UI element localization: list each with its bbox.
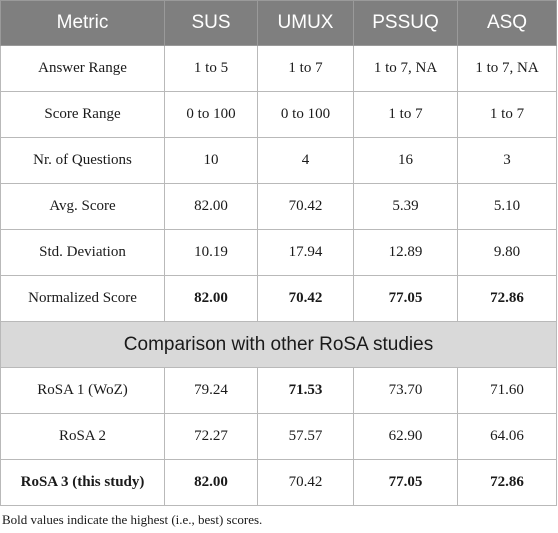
cell-asq: 71.60 (457, 367, 557, 414)
table-row: Std. Deviation 10.19 17.94 12.89 9.80 (0, 229, 557, 276)
cell-umux: 71.53 (257, 367, 354, 414)
cell-umux: 17.94 (257, 229, 354, 276)
table-row: RoSA 3 (this study) 82.00 70.42 77.05 72.86 (0, 459, 557, 506)
cell-umux: 1 to 7 (257, 45, 354, 92)
cell-umux: 0 to 100 (257, 91, 354, 138)
metric-label: Std. Deviation (0, 229, 165, 276)
cell-sus: 0 to 100 (164, 91, 258, 138)
cell-sus: 10.19 (164, 229, 258, 276)
table-row: RoSA 2 72.27 57.57 62.90 64.06 (0, 413, 557, 460)
header-row: Metric SUS UMUX PSSUQ ASQ (0, 0, 557, 46)
cell-pssuq: 77.05 (353, 275, 458, 322)
cell-pssuq: 16 (353, 137, 458, 184)
cell-asq: 64.06 (457, 413, 557, 460)
cell-asq: 5.10 (457, 183, 557, 230)
cell-sus: 82.00 (164, 275, 258, 322)
metric-label: Nr. of Questions (0, 137, 165, 184)
cell-pssuq: 1 to 7, NA (353, 45, 458, 92)
cell-pssuq: 73.70 (353, 367, 458, 414)
cell-sus: 10 (164, 137, 258, 184)
metric-label: RoSA 2 (0, 413, 165, 460)
metric-label: Avg. Score (0, 183, 165, 230)
table-row: Normalized Score 82.00 70.42 77.05 72.86 (0, 275, 557, 322)
cell-asq: 72.86 (457, 275, 557, 322)
metric-label: RoSA 3 (this study) (0, 459, 165, 506)
cell-pssuq: 5.39 (353, 183, 458, 230)
header-umux: UMUX (257, 0, 354, 46)
header-sus: SUS (164, 0, 258, 46)
table-row: RoSA 1 (WoZ) 79.24 71.53 73.70 71.60 (0, 367, 557, 414)
usability-metrics-table: Metric SUS UMUX PSSUQ ASQ Answer Range 1 … (0, 0, 557, 506)
metric-label: RoSA 1 (WoZ) (0, 367, 165, 414)
metric-label: Score Range (0, 91, 165, 138)
table-row: Nr. of Questions 10 4 16 3 (0, 137, 557, 184)
cell-asq: 1 to 7 (457, 91, 557, 138)
cell-umux: 70.42 (257, 459, 354, 506)
cell-sus: 79.24 (164, 367, 258, 414)
cell-umux: 57.57 (257, 413, 354, 460)
cell-pssuq: 62.90 (353, 413, 458, 460)
cell-asq: 9.80 (457, 229, 557, 276)
cell-umux: 70.42 (257, 275, 354, 322)
table-row: Avg. Score 82.00 70.42 5.39 5.10 (0, 183, 557, 230)
header-metric: Metric (0, 0, 165, 46)
section-title: Comparison with other RoSA studies (0, 321, 557, 368)
table-header: Metric SUS UMUX PSSUQ ASQ (0, 0, 557, 46)
metric-label: Answer Range (0, 45, 165, 92)
metric-label: Normalized Score (0, 275, 165, 322)
table-footnote: Bold values indicate the highest (i.e., … (2, 512, 263, 527)
cell-asq: 3 (457, 137, 557, 184)
section-header-row: Comparison with other RoSA studies (0, 321, 557, 368)
cell-sus: 82.00 (164, 459, 258, 506)
cell-pssuq: 12.89 (353, 229, 458, 276)
cell-sus: 82.00 (164, 183, 258, 230)
cell-asq: 72.86 (457, 459, 557, 506)
cell-pssuq: 1 to 7 (353, 91, 458, 138)
cell-sus: 72.27 (164, 413, 258, 460)
cell-pssuq: 77.05 (353, 459, 458, 506)
cell-umux: 70.42 (257, 183, 354, 230)
cell-umux: 4 (257, 137, 354, 184)
header-asq: ASQ (457, 0, 557, 46)
header-pssuq: PSSUQ (353, 0, 458, 46)
cell-asq: 1 to 7, NA (457, 45, 557, 92)
cell-sus: 1 to 5 (164, 45, 258, 92)
